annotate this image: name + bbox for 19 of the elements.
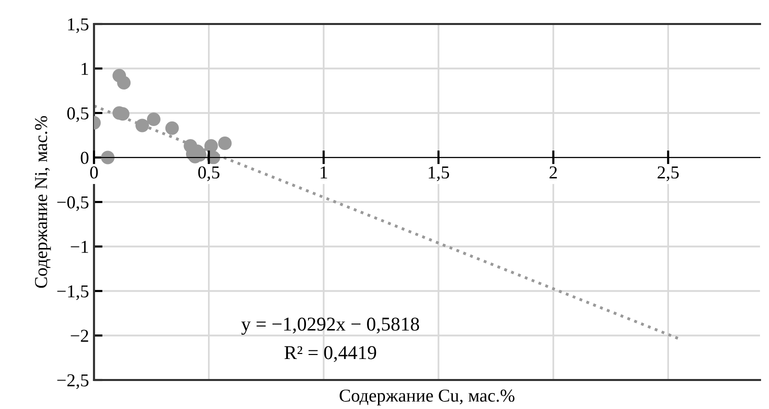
- annotation: R² = 0,4419: [284, 346, 376, 362]
- y-tick-label: 1: [82, 62, 88, 75]
- x-tick-label: 1: [320, 166, 328, 178]
- x-tick-label: 1,5: [428, 166, 450, 182]
- x-tick-label: 0,5: [198, 166, 220, 182]
- y-tick-label: −2,5: [57, 374, 88, 390]
- x-tick-label: 2,5: [658, 166, 679, 182]
- x-axis-title: Содержание Cu, мас.%: [340, 390, 514, 406]
- x-tick-label: 2: [550, 166, 557, 178]
- y-tick-label: −1,5: [57, 285, 88, 300]
- y-tick-label: −2: [70, 330, 88, 342]
- y-tick-label: 0: [80, 152, 88, 164]
- y-tick-label: −1: [70, 240, 88, 253]
- x-tick-label: 0: [90, 166, 98, 179]
- y-tick-label: 1,5: [68, 18, 88, 34]
- y-tick-label: 0,5: [67, 107, 88, 122]
- y-tick-label: −0,5: [57, 196, 88, 212]
- annotation: y = −1,0292x − 0,5818: [241, 318, 420, 335]
- y-axis-title: Содержание Ni, мас.%: [34, 116, 51, 288]
